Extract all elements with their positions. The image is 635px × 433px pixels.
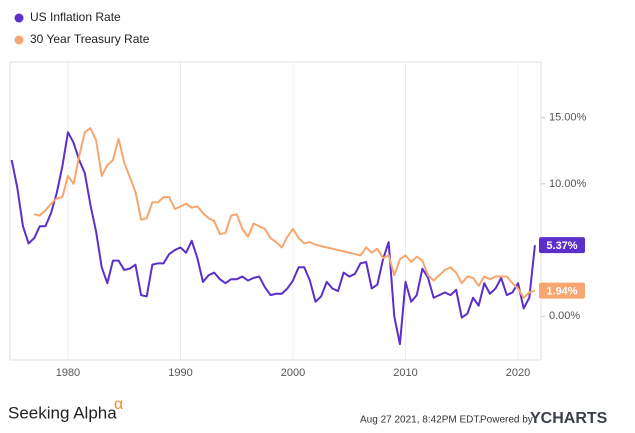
end-label: 1.94%	[546, 286, 577, 298]
plot-frame	[9, 61, 542, 361]
x-tick-label: 1980	[56, 367, 80, 379]
y-tick-label: 10.00%	[549, 178, 587, 190]
x-tick-label: 2010	[393, 367, 417, 379]
x-tick-label: 2000	[281, 367, 305, 379]
x-tick-label: 2020	[506, 367, 530, 379]
provider: YCHARTS	[530, 410, 608, 427]
legend-label: 30 Year Treasury Rate	[30, 32, 150, 46]
powered-by: Powered by	[480, 415, 533, 426]
brand-mark: α	[114, 396, 123, 413]
legend-marker	[14, 35, 24, 45]
series-line	[33, 127, 536, 299]
x-tick-label: 1990	[168, 367, 192, 379]
end-label-box	[539, 282, 585, 299]
y-tick-label: 0.00%	[549, 310, 580, 322]
end-label: 5.37%	[546, 240, 577, 252]
legend-marker	[14, 13, 24, 23]
legend-label: US Inflation Rate	[30, 10, 121, 24]
brand: Seeking Alpha	[8, 403, 117, 422]
y-tick-label: 15.00%	[549, 112, 587, 124]
timestamp: Aug 27 2021, 8:42PM EDT.	[360, 415, 481, 426]
end-label-box	[539, 237, 585, 254]
series-line	[10, 131, 536, 346]
